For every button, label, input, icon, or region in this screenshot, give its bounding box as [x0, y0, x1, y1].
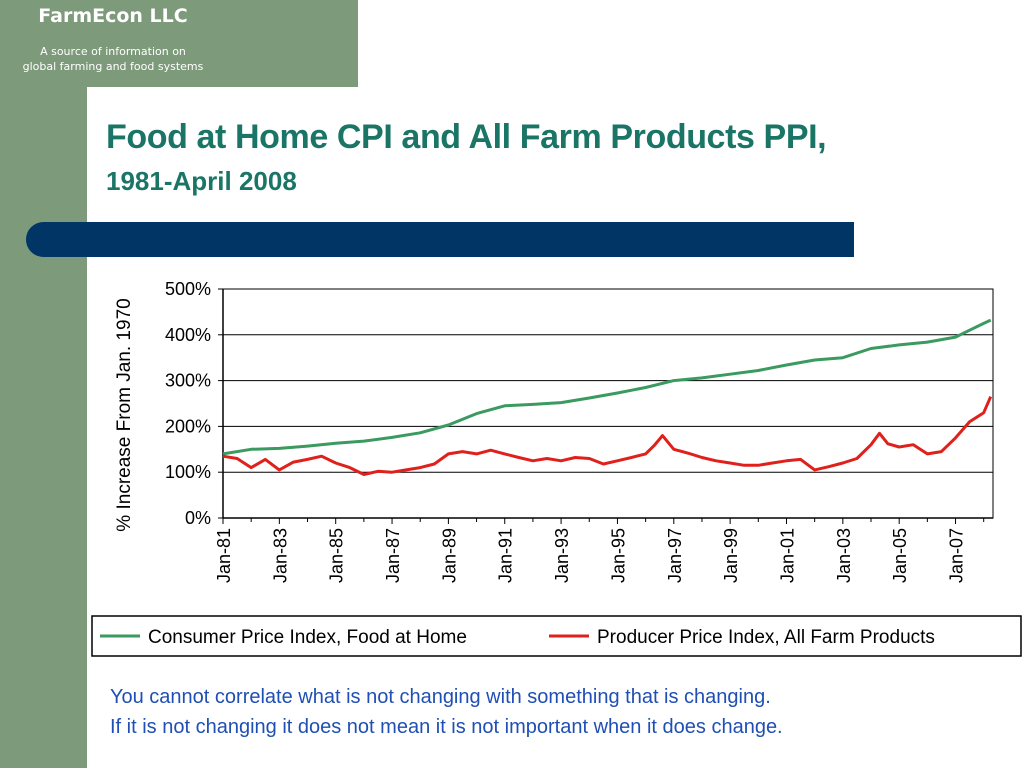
y-tick-label: 300% — [165, 371, 211, 391]
x-tick-label: Jan-97 — [665, 528, 685, 583]
slide-subtitle: 1981-April 2008 — [106, 166, 297, 196]
note-line-2: If it is not changing it does not mean i… — [110, 716, 783, 738]
slide-title: Food at Home CPI and All Farm Products P… — [106, 118, 827, 156]
y-tick-label: 500% — [165, 279, 211, 299]
y-axis-label: % Increase From Jan. 1970 — [114, 298, 135, 531]
y-tick-label: 100% — [165, 462, 211, 482]
x-tick-label: Jan-99 — [721, 528, 741, 583]
x-tick-label: Jan-89 — [439, 528, 459, 583]
series-lines — [222, 318, 993, 476]
brand-tagline: A source of information on global farmin… — [0, 44, 226, 74]
x-tick-label: Jan-05 — [890, 528, 910, 583]
x-tick-label: Jan-03 — [834, 528, 854, 583]
y-axis: 0% 100% 200% 300% 400% 500% — [165, 279, 224, 528]
gridlines — [222, 288, 994, 519]
x-tick-label: Jan-07 — [947, 528, 967, 583]
series-line-2 — [222, 396, 993, 476]
x-tick-label: Jan-01 — [777, 528, 797, 583]
tagline-line-1: A source of information on — [40, 45, 186, 58]
y-tick-label: 400% — [165, 325, 211, 345]
x-tick-label: Jan-85 — [327, 528, 347, 583]
note-line-1: You cannot correlate what is not changin… — [110, 686, 771, 708]
x-tick-label: Jan-95 — [608, 528, 628, 583]
tagline-line-2: global farming and food systems — [22, 60, 204, 73]
decorative-navy-bar — [26, 222, 854, 257]
x-tick-label: Jan-93 — [552, 528, 572, 583]
x-tick-label: Jan-91 — [496, 528, 516, 583]
x-axis: Jan-81 Jan-83 Jan-85 Jan-87 Jan-89 Jan-91 Jan-… — [214, 517, 993, 583]
legend-label: Producer Price Index, All Farm Products — [597, 627, 935, 648]
legend: Consumer Price Index, Food at Home Produc… — [91, 615, 1022, 657]
header-band — [0, 0, 358, 87]
sidebar-band — [0, 0, 87, 768]
y-tick-label: 200% — [165, 416, 211, 436]
x-tick-label: Jan-87 — [383, 528, 403, 583]
y-tick-label: 0% — [185, 508, 211, 528]
x-tick-label: Jan-83 — [270, 528, 290, 583]
legend-label: Consumer Price Index, Food at Home — [148, 627, 467, 648]
series-line-1 — [222, 318, 992, 456]
plot-frame — [222, 288, 994, 519]
brand-name: FarmEcon LLC — [38, 5, 188, 27]
x-tick-label: Jan-81 — [214, 528, 234, 583]
